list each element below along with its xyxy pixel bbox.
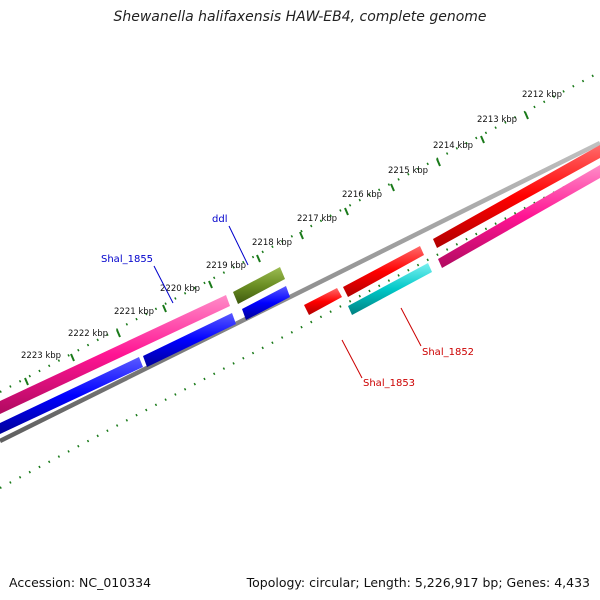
tick-label-2213: 2213 kbp [477, 115, 517, 125]
genome-title: Shewanella halifaxensis HAW-EB4, complet… [113, 9, 487, 25]
feature-blue-left-short [143, 313, 236, 367]
feature-cyan-shal1852 [348, 263, 432, 315]
shal1855-connector [153, 265, 174, 304]
accession-text: Accession: NC_010334 [9, 575, 152, 590]
feature-magenta-shal1855 [0, 295, 230, 414]
feature-blue-ddl [242, 286, 290, 320]
tick-label-2214: 2214 kbp [433, 141, 473, 151]
tick-label-2215: 2215 kbp [388, 166, 428, 176]
tick-label-2220: 2220 kbp [160, 284, 200, 294]
tick-label-2219: 2219 kbp [206, 261, 246, 271]
ddl-connector [228, 225, 249, 266]
tick-label-2221: 2221 kbp [114, 307, 154, 317]
major-ticks-upper [24, 111, 529, 386]
tick-label-2218: 2218 kbp [252, 238, 292, 248]
genome-backbone [0, 140, 600, 444]
shal1853-connector [341, 339, 363, 379]
gene-label-shal1853: Shal_1853 [363, 378, 415, 389]
shal1852-connector [400, 307, 422, 347]
tick-label-2217: 2217 kbp [297, 214, 337, 224]
tick-label-2222: 2222 kbp [68, 329, 108, 339]
feature-magenta-right [438, 165, 600, 268]
tick-labels: 2212 kbp 2213 kbp 2214 kbp 2215 kbp 2216… [21, 90, 562, 361]
feature-blue-left-long [0, 357, 143, 434]
genome-summary-text: Topology: circular; Length: 5,226,917 bp… [246, 575, 590, 590]
gene-label-shal1855: Shal_1855 [101, 254, 153, 265]
gene-label-ddl: ddl [212, 214, 227, 225]
feature-red-right [433, 145, 600, 248]
gene-label-shal1852: Shal_1852 [422, 347, 474, 358]
tick-label-2216: 2216 kbp [342, 190, 382, 200]
tick-label-2212: 2212 kbp [522, 90, 562, 100]
feature-red-mid [343, 246, 424, 297]
feature-olive-ddl [233, 267, 285, 304]
feature-red-small [304, 288, 342, 315]
tick-label-2223: 2223 kbp [21, 351, 61, 361]
